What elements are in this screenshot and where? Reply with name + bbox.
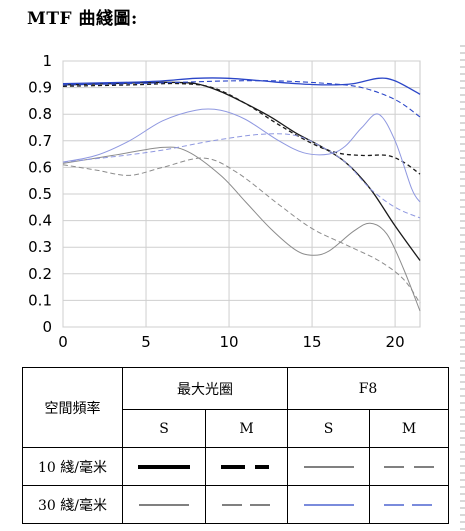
legend-sub-f8-s: S [287, 409, 370, 448]
series-line-max-30-s [62, 146, 421, 312]
y-tick-label: 0 [42, 318, 52, 336]
legend-swatch-max-30-m [205, 485, 288, 524]
y-tick-label: 0.4 [28, 212, 52, 230]
mtf-chart: 00.10.20.30.40.50.60.70.80.910 5 10 15 20 [28, 52, 421, 351]
legend-swatch-f8-10-m [369, 447, 449, 486]
series-line-max-10-m [62, 82, 421, 175]
series-line-f8-10-m [62, 80, 421, 118]
legend-row-10: 10 綫/毫米 [22, 447, 123, 486]
legend-header-frequency: 空間頻率 [22, 367, 123, 448]
series-line-f8-10-s [62, 77, 421, 95]
y-tick-label: 0.6 [28, 158, 52, 176]
x-tick-label: 10 [219, 333, 238, 351]
x-tick-label: 5 [141, 333, 151, 351]
y-tick-label: 0.2 [28, 265, 52, 283]
chart-series [62, 77, 421, 312]
axis-tick-labels: 00.10.20.30.40.50.60.70.80.910 5 10 15 20 [28, 52, 404, 351]
series-line-f8-30-m [62, 133, 421, 219]
legend-swatch-f8-30-m [369, 485, 449, 524]
y-tick-label: 1 [42, 52, 52, 70]
x-tick-label: 20 [386, 333, 405, 351]
y-tick-label: 0.9 [28, 79, 52, 97]
x-tick-label: 0 [58, 333, 68, 351]
x-tick-label: 15 [303, 333, 322, 351]
legend-swatch-max-10-m [205, 447, 288, 486]
legend-sub-f8-m: M [369, 409, 449, 448]
legend-sub-max-m: M [205, 409, 288, 448]
legend-swatch-max-30-s [122, 485, 206, 524]
legend-swatch-f8-10-s [287, 447, 370, 486]
legend-sub-max-s: S [122, 409, 206, 448]
page-title: MTF 曲綫圖: [27, 9, 138, 29]
y-tick-label: 0.1 [28, 291, 52, 309]
series-line-f8-30-s [62, 108, 421, 203]
y-tick-label: 0.7 [28, 132, 52, 150]
y-tick-label: 0.8 [28, 105, 52, 123]
y-tick-label: 0.5 [28, 185, 52, 203]
legend-swatch-f8-30-s [287, 485, 370, 524]
series-line-max-10-s [62, 81, 421, 261]
legend-group-f8: F8 [287, 367, 449, 410]
y-tick-label: 0.3 [28, 238, 52, 256]
legend-row-30: 30 綫/毫米 [22, 485, 123, 524]
legend-table: 空間頻率 最大光圈 F8 S M S M 10 綫/毫米 30 綫/毫米 [22, 367, 449, 524]
legend-group-max-aperture: 最大光圈 [122, 367, 288, 410]
series-line-max-30-m [62, 157, 421, 304]
page-edge-divider [460, 40, 465, 530]
legend-swatch-max-10-s [122, 447, 206, 486]
